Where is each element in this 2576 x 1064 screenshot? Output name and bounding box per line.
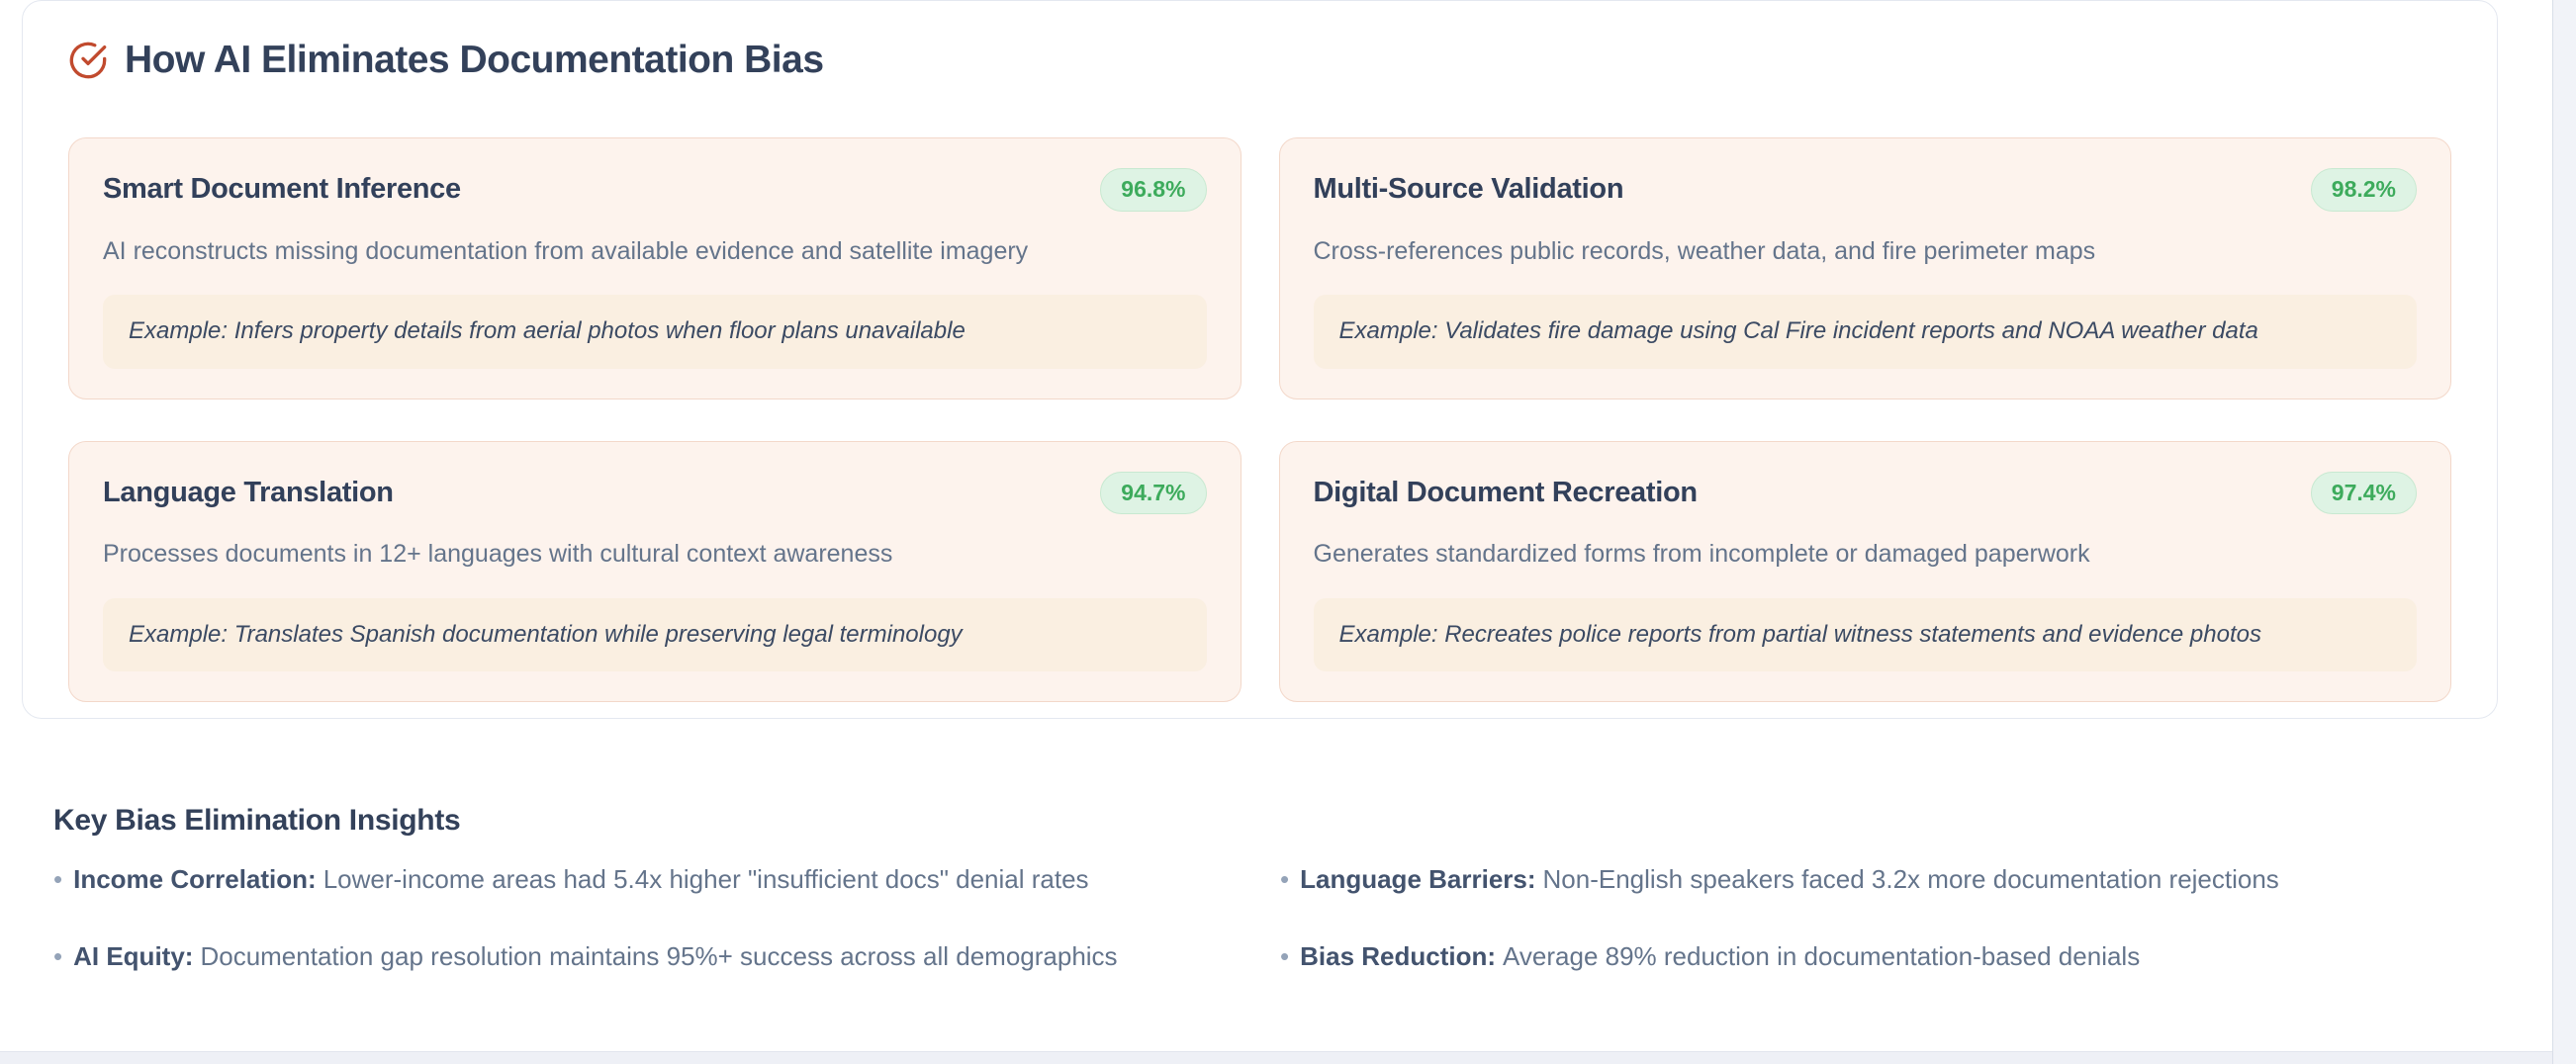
insight-label: Income Correlation: xyxy=(73,864,317,894)
bullet-glyph: • xyxy=(1280,864,1290,894)
card-description: AI reconstructs missing documentation fr… xyxy=(103,236,1029,265)
accuracy-badge: 96.8% xyxy=(1100,168,1207,212)
card-description: Generates standardized forms from incomp… xyxy=(1313,540,2090,569)
insights-grid: • Income Correlation: Lower-income areas h… xyxy=(53,863,2487,974)
card-header: Multi-Source Validation 98.2% xyxy=(1313,168,2417,212)
card-example: Example: Recreates police reports from p… xyxy=(1313,598,2417,672)
insights-section: Key Bias Elimination Insights • Income Co… xyxy=(53,804,2487,974)
card-title: Multi-Source Validation xyxy=(1313,173,1624,206)
insight-label: Bias Reduction: xyxy=(1300,940,1497,971)
capability-cards: Smart Document Inference 96.8% AI recons… xyxy=(68,137,2451,703)
bottom-divider-band xyxy=(0,1051,2552,1064)
card-description: Cross-references public records, weather… xyxy=(1313,236,2096,265)
card-header: Language Translation 94.7% xyxy=(103,471,1207,515)
insight-text: Non-English speakers faced 3.2x more doc… xyxy=(1542,864,2279,894)
insight-item-income-correlation: • Income Correlation: Lower-income areas h… xyxy=(53,863,1260,897)
card-example: Example: Translates Spanish documentatio… xyxy=(103,598,1207,672)
insight-text: Average 89% reduction in documentation-b… xyxy=(1503,940,2141,971)
insight-label: AI Equity: xyxy=(73,940,194,971)
insight-item-bias-reduction: • Bias Reduction: Average 89% reduction in… xyxy=(1280,940,2487,974)
card-example: Example: Infers property details from ae… xyxy=(103,295,1207,369)
card-description: Processes documents in 12+ languages wit… xyxy=(103,540,893,569)
card-title: Language Translation xyxy=(103,477,394,509)
capability-card-digital-document-recreation: Digital Document Recreation 97.4% Genera… xyxy=(1278,440,2451,703)
check-circle-icon xyxy=(68,41,108,80)
accuracy-badge: 94.7% xyxy=(1100,471,1207,515)
bullet-glyph: • xyxy=(53,864,63,894)
insights-heading: Key Bias Elimination Insights xyxy=(53,804,461,837)
capability-card-smart-document-inference: Smart Document Inference 96.8% AI recons… xyxy=(68,137,1242,399)
insight-item-language-barriers: • Language Barriers: Non-English speakers … xyxy=(1280,863,2487,897)
insight-label: Language Barriers: xyxy=(1300,864,1536,894)
insight-text: Documentation gap resolution maintains 9… xyxy=(200,940,1118,971)
bullet-glyph: • xyxy=(53,940,63,971)
bullet-glyph: • xyxy=(1280,940,1290,971)
card-example: Example: Validates fire damage using Cal… xyxy=(1313,295,2417,369)
card-title: Digital Document Recreation xyxy=(1313,477,1699,509)
card-title: Smart Document Inference xyxy=(103,173,461,206)
insight-item-ai-equity: • AI Equity: Documentation gap resolution … xyxy=(53,940,1260,974)
accuracy-badge: 98.2% xyxy=(2310,168,2417,212)
right-gutter xyxy=(2552,0,2576,1064)
card-header: Smart Document Inference 96.8% xyxy=(103,168,1207,212)
capability-card-multi-source-validation: Multi-Source Validation 98.2% Cross-refe… xyxy=(1278,137,2451,399)
capability-card-language-translation: Language Translation 94.7% Processes doc… xyxy=(68,440,1242,703)
panel-title-row: How AI Eliminates Documentation Bias xyxy=(68,39,2451,82)
accuracy-badge: 97.4% xyxy=(2310,471,2417,515)
card-header: Digital Document Recreation 97.4% xyxy=(1313,471,2417,515)
documentation-bias-panel: How AI Eliminates Documentation Bias Sma… xyxy=(22,0,2498,719)
page-title: How AI Eliminates Documentation Bias xyxy=(125,39,824,81)
insight-text: Lower-income areas had 5.4x higher "insu… xyxy=(322,864,1089,894)
